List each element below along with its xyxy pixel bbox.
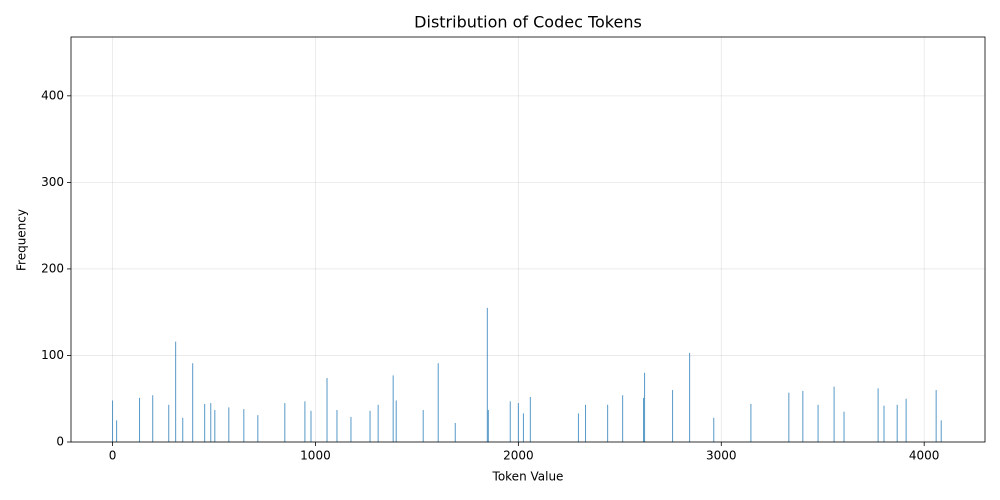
- bar: [326, 377, 328, 442]
- y-axis-label: Frequency: [15, 209, 29, 271]
- bar: [152, 395, 154, 442]
- bar: [454, 422, 456, 442]
- bar: [529, 397, 531, 442]
- bar: [210, 403, 212, 442]
- y-tick-label: 0: [56, 435, 64, 449]
- x-tick-label: 4000: [909, 449, 940, 463]
- bar: [437, 363, 439, 442]
- bar: [622, 395, 624, 442]
- bar: [607, 404, 609, 442]
- bar: [672, 390, 674, 442]
- bar: [182, 417, 184, 442]
- bar: [577, 413, 579, 442]
- bar: [204, 403, 206, 442]
- bar: [817, 404, 819, 442]
- bar: [214, 409, 216, 442]
- bar: [395, 400, 397, 442]
- x-tick-label: 3000: [706, 449, 737, 463]
- bar: [304, 401, 306, 442]
- bar: [509, 401, 511, 442]
- bar: [843, 411, 845, 442]
- bar: [935, 390, 937, 442]
- bar: [116, 420, 118, 442]
- bar: [802, 390, 804, 442]
- bar: [689, 352, 691, 442]
- chart-title: Distribution of Codec Tokens: [414, 13, 642, 32]
- bar: [487, 409, 489, 442]
- bar: [517, 403, 519, 442]
- bar: [486, 307, 488, 442]
- bar: [585, 404, 587, 442]
- bar: [896, 404, 898, 442]
- bar: [788, 392, 790, 442]
- bar: [940, 420, 942, 442]
- bar: [243, 409, 245, 442]
- bar: [168, 404, 170, 442]
- bar: [877, 388, 879, 442]
- x-tick-label: 0: [109, 449, 117, 463]
- bar: [369, 410, 371, 442]
- bar: [192, 363, 194, 442]
- y-tick-label: 400: [41, 88, 64, 102]
- bar: [750, 403, 752, 442]
- bar: [392, 375, 394, 442]
- bar: [284, 403, 286, 442]
- bar: [228, 407, 230, 442]
- bar: [905, 398, 907, 442]
- bar: [422, 409, 424, 442]
- bar: [336, 409, 338, 442]
- x-axis-label: Token Value: [492, 470, 564, 484]
- bar: [643, 397, 645, 442]
- bar: [377, 404, 379, 442]
- bar: [139, 397, 141, 442]
- bar: [883, 405, 885, 442]
- bar: [713, 417, 715, 442]
- x-tick-label: 2000: [503, 449, 534, 463]
- bar: [833, 386, 835, 442]
- bar: [175, 341, 177, 442]
- bar: [644, 372, 646, 442]
- bar: [257, 415, 259, 442]
- x-tick-label: 1000: [300, 449, 331, 463]
- y-tick-label: 100: [41, 348, 64, 362]
- y-tick-label: 300: [41, 175, 64, 189]
- bar: [310, 410, 312, 442]
- plot-frame: [70, 36, 986, 443]
- y-tick-label: 200: [41, 261, 64, 275]
- bar: [112, 400, 114, 442]
- bar: [522, 413, 524, 442]
- bar: [350, 416, 352, 442]
